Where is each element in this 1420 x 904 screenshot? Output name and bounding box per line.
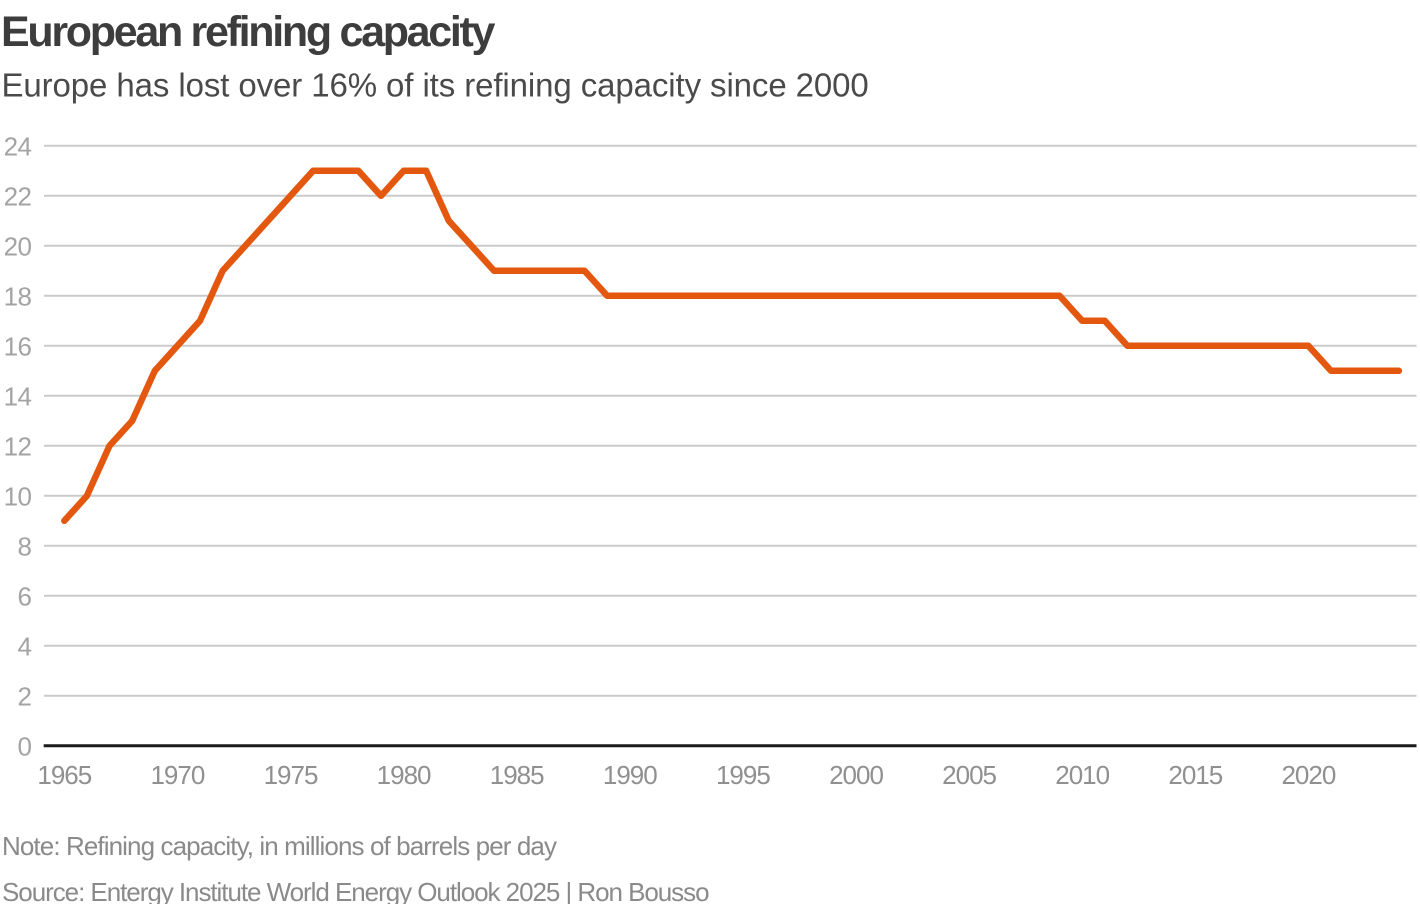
- svg-text:2005: 2005: [942, 760, 996, 790]
- svg-text:2: 2: [18, 681, 32, 711]
- svg-text:1985: 1985: [490, 760, 544, 790]
- svg-text:1970: 1970: [150, 760, 204, 790]
- svg-text:10: 10: [4, 481, 32, 511]
- svg-text:Europe has lost over 16% of it: Europe has lost over 16% of its refining…: [2, 66, 869, 103]
- svg-text:2020: 2020: [1281, 760, 1335, 790]
- svg-text:22: 22: [4, 181, 32, 211]
- svg-text:Note: Refining capacity, in mi: Note: Refining capacity, in millions of …: [2, 831, 557, 861]
- svg-text:2010: 2010: [1055, 760, 1109, 790]
- svg-text:24: 24: [4, 131, 32, 161]
- svg-text:1995: 1995: [716, 760, 770, 790]
- svg-text:1965: 1965: [37, 760, 91, 790]
- svg-text:20: 20: [4, 231, 32, 261]
- svg-text:12: 12: [4, 431, 32, 461]
- svg-text:European refining capacity: European refining capacity: [1, 8, 496, 56]
- svg-text:8: 8: [18, 531, 32, 561]
- svg-text:1990: 1990: [603, 760, 657, 790]
- svg-text:18: 18: [4, 281, 32, 311]
- svg-text:0: 0: [18, 731, 32, 761]
- svg-text:1975: 1975: [264, 760, 318, 790]
- svg-text:2000: 2000: [829, 760, 883, 790]
- svg-text:2015: 2015: [1168, 760, 1222, 790]
- svg-text:Source: Entergy Institute Worl: Source: Entergy Institute World Energy O…: [2, 877, 709, 904]
- svg-text:6: 6: [18, 581, 32, 611]
- svg-text:1980: 1980: [377, 760, 431, 790]
- svg-text:4: 4: [18, 631, 32, 661]
- svg-text:16: 16: [4, 331, 32, 361]
- svg-text:14: 14: [4, 381, 32, 411]
